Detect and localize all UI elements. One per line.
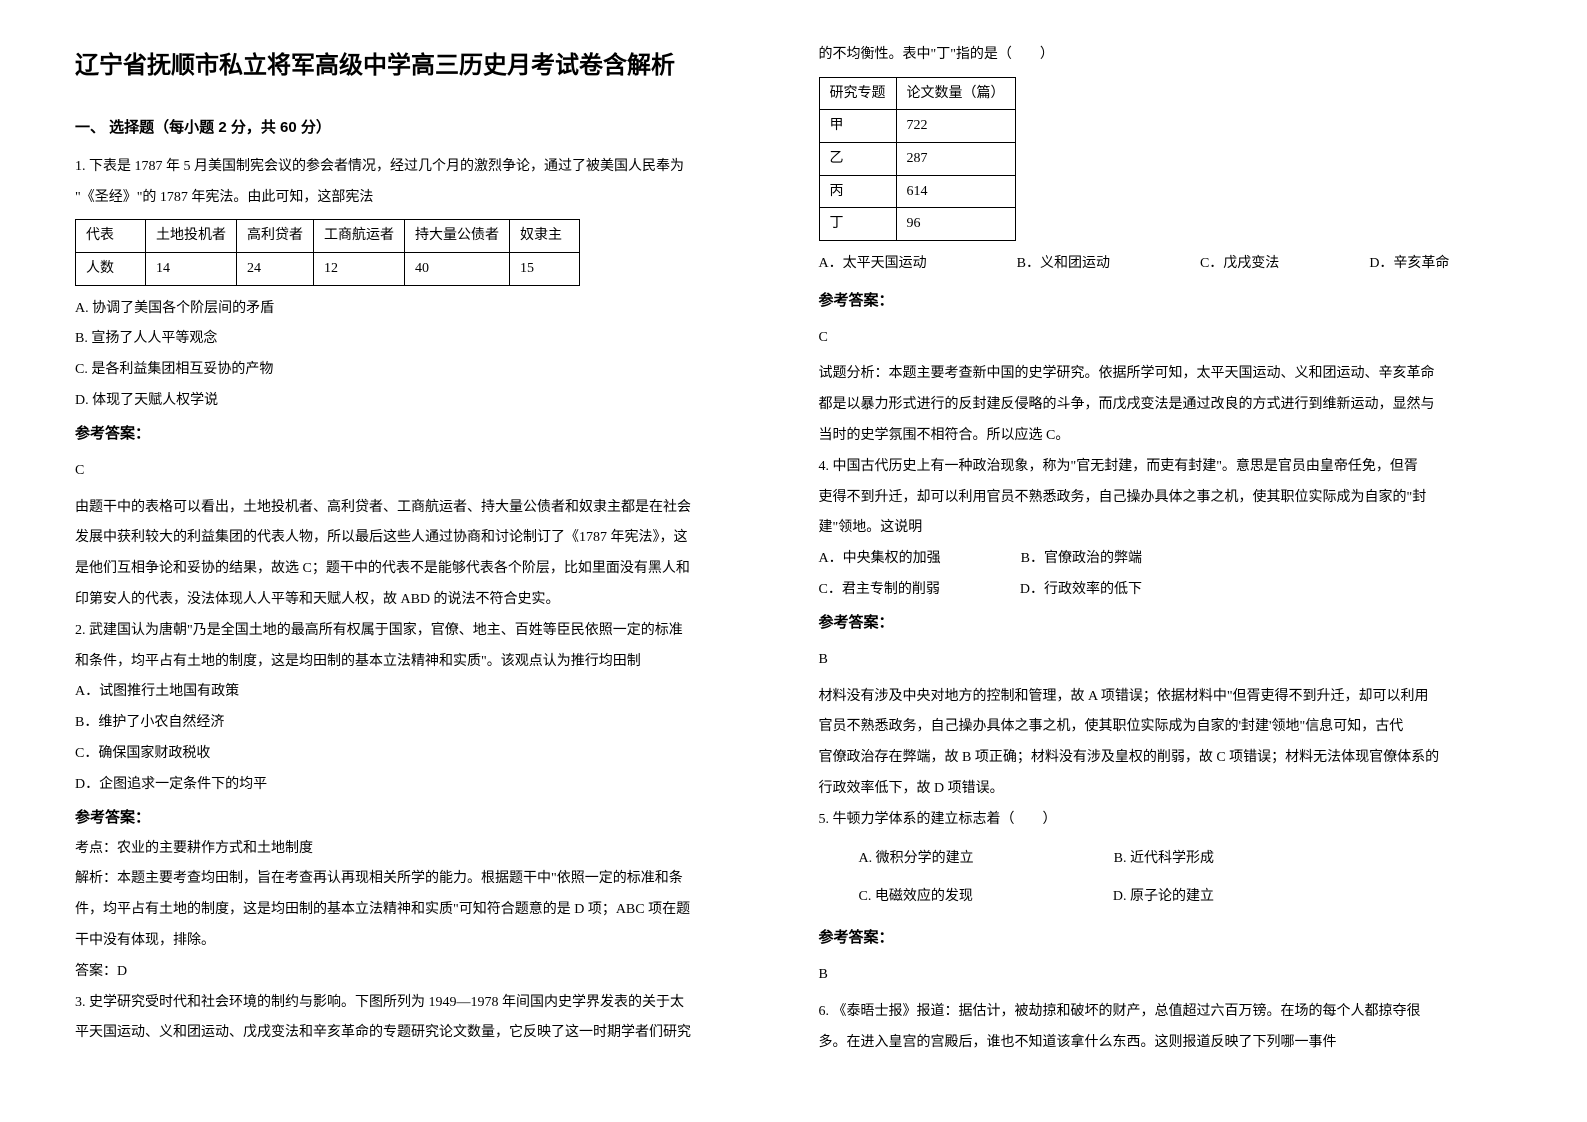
q1-answer: C: [75, 456, 769, 487]
q5-stem: 5. 牛顿力学体系的建立标志着（ ）: [819, 805, 1513, 836]
q1-td-2: 24: [237, 252, 314, 285]
q6-stem-line1: 6. 《泰晤士报》报道：据估计，被劫掠和破坏的财产，总值超过六百万镑。在场的每个…: [819, 997, 1513, 1028]
q5-answer: B: [819, 960, 1513, 991]
q2-explain-1: 解析：本题主要考查均田制，旨在考查再认再现相关所学的能力。根据题干中"依照一定的…: [75, 864, 769, 895]
q3-option-d: D．辛亥革命: [1369, 249, 1449, 280]
q1-td-5: 15: [510, 252, 580, 285]
table-row: 研究专题 论文数量（篇）: [819, 77, 1015, 110]
q1-th-0: 代表: [76, 220, 146, 253]
q1-stem-line1: 1. 下表是 1787 年 5 月美国制宪会议的参会者情况，经过几个月的激烈争论…: [75, 152, 769, 183]
q3-r0c0: 甲: [819, 110, 896, 143]
q3-r1c0: 乙: [819, 142, 896, 175]
q3-option-b: B．义和团运动: [1017, 249, 1110, 280]
right-column: 的不均衡性。表中"丁"指的是（ ） 研究专题 论文数量（篇） 甲 722 乙 2…: [794, 40, 1538, 1082]
q5-option-b: B. 近代科学形成: [1114, 844, 1214, 875]
q1-option-d: D. 体现了天赋人权学说: [75, 386, 769, 417]
q3-r2c1: 614: [896, 175, 1015, 208]
q3-th-1: 论文数量（篇）: [896, 77, 1015, 110]
table-row: 丙 614: [819, 175, 1015, 208]
q1-option-c: C. 是各利益集团相互妥协的产物: [75, 355, 769, 386]
q1-explain-1: 由题干中的表格可以看出，土地投机者、高利贷者、工商航运者、持大量公债者和奴隶主都…: [75, 493, 769, 524]
q4-option-c: C．君主专制的削弱: [819, 575, 940, 606]
q3-stem-line3: 的不均衡性。表中"丁"指的是（ ）: [819, 40, 1513, 71]
table-row: 甲 722: [819, 110, 1015, 143]
q2-option-b: B．维护了小农自然经济: [75, 708, 769, 739]
q4-stem-line1: 4. 中国古代历史上有一种政治现象，称为"官无封建，而吏有封建"。意思是官员由皇…: [819, 452, 1513, 483]
q1-answer-label: 参考答案：: [75, 417, 769, 450]
q3-table: 研究专题 论文数量（篇） 甲 722 乙 287 丙 614 丁 96: [819, 77, 1016, 241]
q2-stem-line2: 和条件，均平占有土地的制度，这是均田制的基本立法精神和实质"。该观点认为推行均田…: [75, 647, 769, 678]
table-row: 代表 土地投机者 高利贷者 工商航运者 持大量公债者 奴隶主: [76, 220, 580, 253]
q5-options-row2: C. 电磁效应的发现 D. 原子论的建立: [819, 882, 1513, 913]
q4-options-row1: A．中央集权的加强 B．官僚政治的弊端: [819, 544, 1513, 575]
q2-explain-2: 件，均平占有土地的制度，这是均田制的基本立法精神和实质"可知符合题意的是 D 项…: [75, 895, 769, 926]
q3-r2c0: 丙: [819, 175, 896, 208]
q2-option-c: C．确保国家财政税收: [75, 739, 769, 770]
table-row: 丁 96: [819, 208, 1015, 241]
q2-option-a: A．试图推行土地国有政策: [75, 677, 769, 708]
q2-explain-3: 干中没有体现，排除。: [75, 926, 769, 957]
q1-td-4: 40: [405, 252, 510, 285]
q5-option-c: C. 电磁效应的发现: [859, 882, 973, 913]
q1-td-3: 12: [314, 252, 405, 285]
q3-r1c1: 287: [896, 142, 1015, 175]
q4-explain-2: 官员不熟悉政务，自己操办具体之事之机，使其职位实际成为自家的'封建'领地"信息可…: [819, 712, 1513, 743]
q1-table: 代表 土地投机者 高利贷者 工商航运者 持大量公债者 奴隶主 人数 14 24 …: [75, 219, 580, 285]
q4-option-b: B．官僚政治的弊端: [1021, 544, 1142, 575]
q4-answer-label: 参考答案：: [819, 606, 1513, 639]
table-row: 人数 14 24 12 40 15: [76, 252, 580, 285]
q1-th-1: 土地投机者: [146, 220, 237, 253]
q3-stem-line1: 3. 史学研究受时代和社会环境的制约与影响。下图所列为 1949—1978 年间…: [75, 988, 769, 1019]
q3-th-0: 研究专题: [819, 77, 896, 110]
q4-answer: B: [819, 645, 1513, 676]
page-title: 辽宁省抚顺市私立将军高级中学高三历史月考试卷含解析: [75, 40, 769, 93]
q4-options-row2: C．君主专制的削弱 D．行政效率的低下: [819, 575, 1513, 606]
q3-explain-1: 试题分析：本题主要考查新中国的史学研究。依据所学可知，太平天国运动、义和团运动、…: [819, 359, 1513, 390]
q6-stem-line2: 多。在进入皇宫的宫殿后，谁也不知道该拿什么东西。这则报道反映了下列哪一事件: [819, 1028, 1513, 1059]
q3-r3c0: 丁: [819, 208, 896, 241]
q1-explain-4: 印第安人的代表，没法体现人人平等和天赋人权，故 ABD 的说法不符合史实。: [75, 585, 769, 616]
q3-r0c1: 722: [896, 110, 1015, 143]
q4-explain-1: 材料没有涉及中央对地方的控制和管理，故 A 项错误；依据材料中"但胥吏得不到升迁…: [819, 682, 1513, 713]
table-row: 乙 287: [819, 142, 1015, 175]
q3-explain-2: 都是以暴力形式进行的反封建反侵略的斗争，而戊戌变法是通过改良的方式进行到维新运动…: [819, 390, 1513, 421]
q3-options-row: A．太平天国运动 B．义和团运动 C．戊戌变法 D．辛亥革命: [819, 249, 1513, 280]
q4-option-d: D．行政效率的低下: [1020, 575, 1142, 606]
q1-td-1: 14: [146, 252, 237, 285]
section1-heading: 一、 选择题（每小题 2 分，共 60 分）: [75, 111, 769, 144]
q1-th-5: 奴隶主: [510, 220, 580, 253]
q3-answer: C: [819, 323, 1513, 354]
q4-stem-line2: 吏得不到升迁，却可以利用官员不熟悉政务，自己操办具体之事之机，使其职位实际成为自…: [819, 483, 1513, 514]
left-column: 辽宁省抚顺市私立将军高级中学高三历史月考试卷含解析 一、 选择题（每小题 2 分…: [50, 40, 794, 1082]
q1-explain-3: 是他们互相争论和妥协的结果，故选 C；题干中的代表不是能够代表各个阶层，比如里面…: [75, 554, 769, 585]
q5-options-row1: A. 微积分学的建立 B. 近代科学形成: [819, 844, 1513, 875]
q1-explain-2: 发展中获利较大的利益集团的代表人物，所以最后这些人通过协商和讨论制订了《1787…: [75, 523, 769, 554]
q5-answer-label: 参考答案：: [819, 921, 1513, 954]
q1-th-3: 工商航运者: [314, 220, 405, 253]
q1-th-2: 高利贷者: [237, 220, 314, 253]
q1-th-4: 持大量公债者: [405, 220, 510, 253]
q2-kaodian: 考点：农业的主要耕作方式和土地制度: [75, 834, 769, 865]
q5-option-a: A. 微积分学的建立: [859, 844, 974, 875]
q4-stem-line3: 建"领地。这说明: [819, 513, 1513, 544]
q2-answer: 答案：D: [75, 957, 769, 988]
q1-stem-line2: "《圣经》"的 1787 年宪法。由此可知，这部宪法: [75, 183, 769, 214]
q2-stem-line1: 2. 武建国认为唐朝"乃是全国土地的最高所有权属于国家，官僚、地主、百姓等臣民依…: [75, 616, 769, 647]
q4-explain-4: 行政效率低下，故 D 项错误。: [819, 774, 1513, 805]
q3-answer-label: 参考答案：: [819, 284, 1513, 317]
q4-explain-3: 官僚政治存在弊端，故 B 项正确；材料没有涉及皇权的削弱，故 C 项错误；材料无…: [819, 743, 1513, 774]
q1-option-b: B. 宣扬了人人平等观念: [75, 324, 769, 355]
q2-option-d: D．企图追求一定条件下的均平: [75, 770, 769, 801]
q3-option-c: C．戊戌变法: [1200, 249, 1279, 280]
q1-option-a: A. 协调了美国各个阶层间的矛盾: [75, 294, 769, 325]
q5-option-d: D. 原子论的建立: [1113, 882, 1214, 913]
q3-explain-3: 当时的史学氛围不相符合。所以应选 C。: [819, 421, 1513, 452]
q2-answer-label: 参考答案：: [75, 801, 769, 834]
q3-option-a: A．太平天国运动: [819, 249, 927, 280]
q1-td-0: 人数: [76, 252, 146, 285]
q3-stem-line2: 平天国运动、义和团运动、戊戌变法和辛亥革命的专题研究论文数量，它反映了这一时期学…: [75, 1018, 769, 1049]
q3-r3c1: 96: [896, 208, 1015, 241]
q4-option-a: A．中央集权的加强: [819, 544, 941, 575]
